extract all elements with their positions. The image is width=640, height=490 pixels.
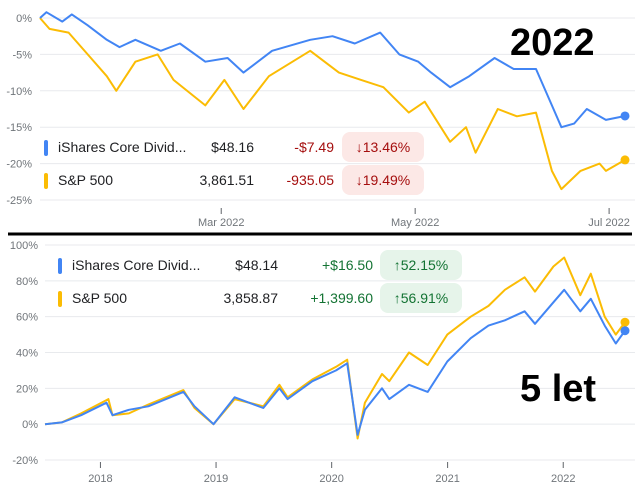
series-end-marker[interactable] (620, 326, 630, 336)
percent-badge: ↑ 56.91% (380, 283, 462, 313)
y-tick-label: 60% (16, 312, 38, 324)
arrow-up-icon: ↑ (393, 257, 401, 273)
series-line-sp500 (39, 17, 626, 191)
x-tick-label: 2022 (551, 473, 575, 485)
arrow-down-icon: ↓ (355, 139, 363, 155)
y-tick-label: -15% (6, 122, 32, 134)
price: $48.16 (211, 139, 254, 155)
percent-value: 52.15% (400, 257, 449, 273)
percent-badge: ↓ 19.49% (342, 165, 424, 195)
change: +1,399.60 (310, 290, 373, 306)
series-end-marker[interactable] (620, 155, 630, 165)
series-name: S&P 500 (58, 172, 114, 188)
y-tick-label: -25% (6, 195, 32, 207)
legend-item[interactable]: S&P 500 3,858.87 +1,399.60 ↑ 56.91% (58, 283, 478, 313)
series-swatch (44, 140, 48, 156)
x-tick-label: 2021 (435, 473, 459, 485)
y-tick-label: 0% (16, 13, 32, 25)
series-line-ishares (44, 288, 626, 436)
y-tick-label: 100% (10, 240, 38, 252)
percent-value: 13.46% (362, 139, 411, 155)
y-tick-label: 20% (16, 383, 38, 395)
y-tick-label: -10% (6, 86, 32, 98)
y-tick-label: -20% (12, 455, 38, 467)
price: $48.14 (235, 257, 278, 273)
y-tick-label: 80% (16, 276, 38, 288)
price: 3,858.87 (223, 290, 279, 306)
percent-badge: ↑ 52.15% (380, 250, 462, 280)
x-tick-label: May 2022 (391, 217, 439, 229)
percent-badge: ↓ 13.46% (342, 132, 424, 162)
series-name: iShares Core Divid... (58, 139, 187, 155)
y-tick-label: -20% (6, 159, 32, 171)
series-swatch (44, 173, 48, 189)
series-swatch (58, 258, 62, 274)
y-tick-label: 40% (16, 348, 38, 360)
arrow-down-icon: ↓ (355, 172, 363, 188)
period-label-2022: 2022 (510, 22, 595, 64)
period-label-5y: 5 let (520, 368, 597, 410)
series-line-ishares (39, 11, 626, 129)
y-tick-label: 0% (22, 419, 38, 431)
x-tick-label: 2020 (319, 473, 343, 485)
change: +$16.50 (322, 257, 373, 273)
series-end-marker[interactable] (620, 317, 630, 327)
change: -935.05 (286, 172, 334, 188)
legend-item[interactable]: S&P 500 3,861.51 -935.05 ↓ 19.49% (44, 165, 464, 195)
y-tick-label: -5% (12, 49, 32, 61)
x-tick-label: 2019 (204, 473, 228, 485)
price: 3,861.51 (199, 172, 255, 188)
arrow-up-icon: ↑ (393, 290, 401, 306)
x-tick-label: 2018 (88, 473, 112, 485)
percent-value: 56.91% (400, 290, 449, 306)
legend-item[interactable]: iShares Core Divid... $48.14 +$16.50 ↑ 52… (58, 250, 478, 280)
legend-item[interactable]: iShares Core Divid... $48.16 -$7.49 ↓ 13.… (44, 132, 464, 162)
change: -$7.49 (294, 139, 334, 155)
series-swatch (58, 291, 62, 307)
x-tick-label: Mar 2022 (198, 217, 244, 229)
series-name: S&P 500 (72, 290, 128, 306)
x-tick-label: Jul 2022 (588, 217, 630, 229)
percent-value: 19.49% (362, 172, 411, 188)
series-end-marker[interactable] (620, 111, 630, 121)
series-name: iShares Core Divid... (72, 257, 201, 273)
